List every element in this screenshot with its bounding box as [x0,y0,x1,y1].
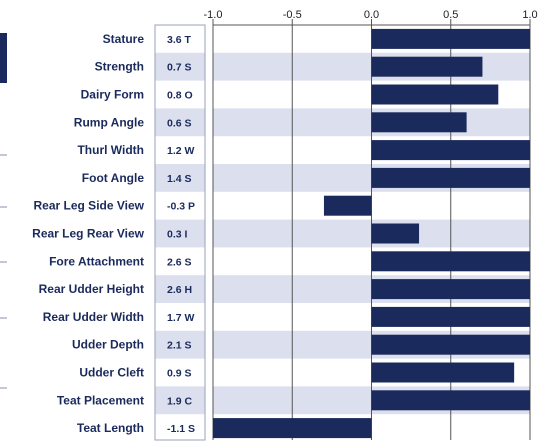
category-label-14: Teat Length [77,421,144,435]
score-label-7: 0.3 I [167,229,188,241]
score-label-12: 0.9 S [167,368,192,380]
bar-12 [371,362,515,383]
edge-strip-dark-block [0,33,7,83]
category-label-12: Udder Cleft [79,366,144,380]
x-tick-label-2: 0.0 [364,9,379,21]
score-label-13: 1.9 C [167,395,193,407]
bar-5 [371,167,530,188]
score-column-border [154,24,206,441]
category-label-0: Stature [103,32,145,46]
bar-11 [371,334,530,355]
score-label-0: 3.6 T [167,34,192,46]
score-band-3 [155,108,205,137]
category-label-8: Fore Attachment [49,254,144,268]
score-band-11 [155,330,205,359]
bar-8 [371,251,530,272]
bar-0 [371,28,530,49]
score-label-1: 0.7 S [167,62,192,74]
bar-1 [371,56,483,77]
bar-3 [371,112,467,133]
score-band-9 [155,275,205,303]
category-label-4: Thurl Width [77,143,144,157]
score-label-5: 1.4 S [167,173,192,185]
x-tick-label-4: 1.0 [522,9,537,21]
score-band-13 [155,386,205,415]
score-label-3: 0.6 S [167,117,192,129]
category-label-13: Teat Placement [57,393,144,407]
score-label-6: -0.3 P [167,201,195,213]
score-label-14: -1.1 S [167,423,195,435]
score-label-9: 2.6 H [167,284,192,296]
bar-2 [371,84,499,105]
category-label-7: Rear Leg Rear View [32,227,144,241]
category-label-2: Dairy Form [81,88,144,102]
x-tick-label-3: 0.5 [443,9,458,21]
category-label-5: Foot Angle [82,171,145,185]
score-band-1 [155,52,205,81]
category-label-9: Rear Udder Height [39,282,144,296]
bar-13 [371,390,530,411]
score-label-4: 1.2 W [167,145,195,157]
bar-14 [213,418,372,439]
bar-6 [323,195,372,216]
bar-7 [371,223,420,244]
x-tick-label-1: -0.5 [283,9,302,21]
score-label-8: 2.6 S [167,256,192,268]
category-label-6: Rear Leg Side View [34,199,145,213]
bar-4 [371,140,530,161]
score-band-5 [155,164,205,192]
score-label-11: 2.1 S [167,340,192,352]
category-label-10: Rear Udder Width [43,310,144,324]
category-label-3: Rump Angle [74,115,145,129]
category-label-1: Strength [95,60,144,74]
score-label-10: 1.7 W [167,312,195,324]
score-band-7 [155,219,205,248]
score-label-2: 0.8 O [167,90,193,102]
x-tick-label-0: -1.0 [204,9,223,21]
category-label-11: Udder Depth [72,338,144,352]
bar-10 [371,306,530,327]
left-edge-strip [0,0,7,442]
bar-9 [371,279,530,300]
